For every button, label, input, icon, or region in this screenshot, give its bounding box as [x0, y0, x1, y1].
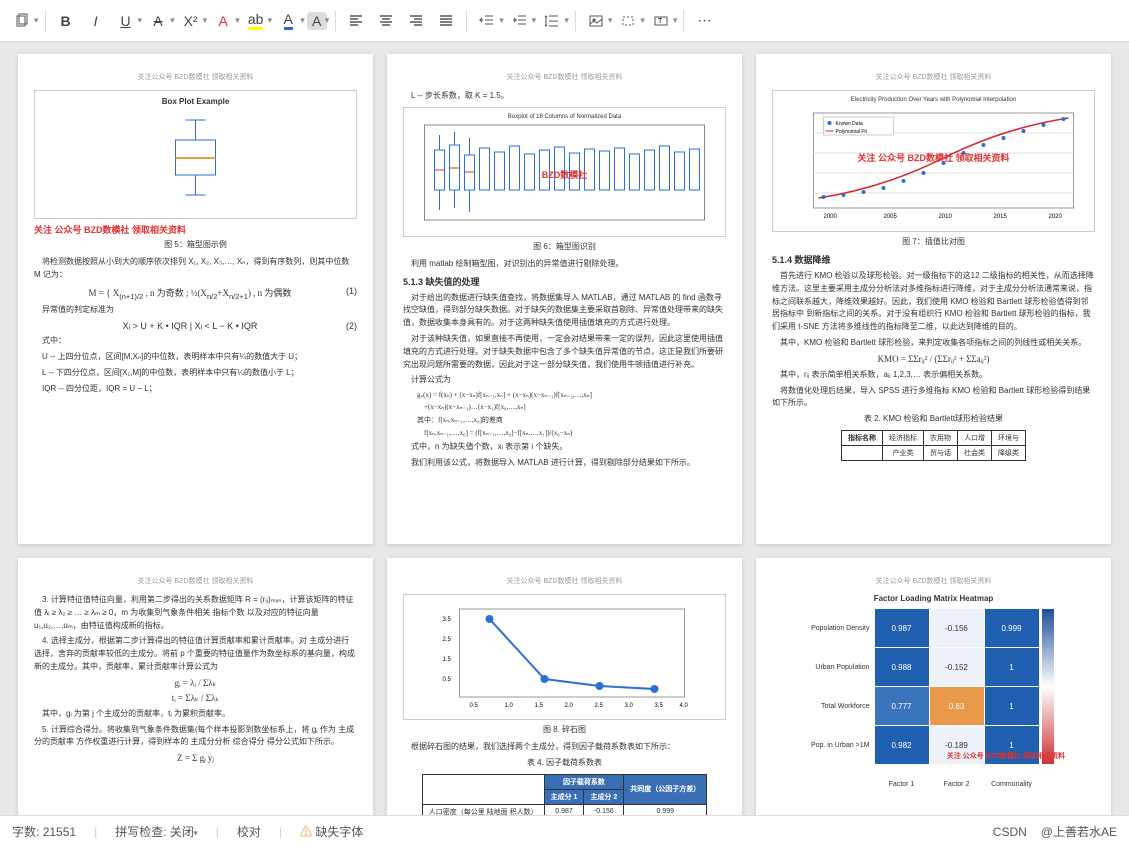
indent-dec-icon[interactable] — [473, 7, 501, 35]
page-6: 关注公众号 BZD数模社 领取相关资料 Factor Loading Matri… — [756, 558, 1111, 815]
scree-plot: 3.5 2.5 1.5 0.5 0.5 1.0 1.5 2.0 2.5 3.0 3.5 4.0 — [403, 594, 726, 720]
status-bar: 字数: 21551 | 拼写检查: 关闭 ▾ | 校对 | ⚠ 缺失字体 CSD… — [0, 815, 1129, 847]
svg-text:2.5: 2.5 — [595, 703, 604, 709]
loading-table: 因子载荷系数共同度（公因子方差） 主成分 1主成分 2 人口密度（每公里 陆地面… — [422, 774, 708, 815]
page-3: 关注公众号 BZD数模社 领取相关资料 Electricity Producti… — [756, 54, 1111, 544]
watermark: 关注 公众号 BZD数模社 领取相关资料 — [34, 223, 357, 236]
svg-text:1.5: 1.5 — [443, 657, 452, 663]
indent-inc-icon[interactable] — [506, 7, 534, 35]
boxplot-figure: Box Plot Example — [34, 90, 357, 219]
svg-text:2010: 2010 — [939, 214, 953, 220]
align-left-icon[interactable] — [342, 7, 370, 35]
more-icon[interactable]: ⋯ — [690, 7, 718, 35]
svg-text:T: T — [658, 18, 663, 25]
spellcheck-toggle[interactable]: 拼写检查: 关闭 ▾ — [115, 823, 198, 840]
bold-icon[interactable]: B — [52, 7, 80, 35]
svg-text:1.0: 1.0 — [505, 703, 514, 709]
svg-text:2005: 2005 — [884, 214, 898, 220]
line-space-icon[interactable] — [538, 7, 566, 35]
page-header: 关注公众号 BZD数模社 领取相关资料 — [34, 72, 357, 82]
svg-text:2000: 2000 — [824, 214, 838, 220]
proofread-button[interactable]: 校对 — [237, 823, 261, 840]
multi-boxplot: Boxplot of 18 Columns of Normalized Data — [403, 107, 726, 237]
heatmap: Population Density 0.987 -0.156 0.999 Ur… — [804, 609, 1064, 803]
font-color-icon[interactable]: A — [274, 7, 302, 35]
svg-text:Polynomial Fit: Polynomial Fit — [836, 129, 868, 135]
textbox-icon[interactable]: T — [647, 7, 675, 35]
svg-text:2020: 2020 — [1049, 214, 1063, 220]
svg-text:1.5: 1.5 — [535, 703, 544, 709]
align-just-icon[interactable] — [432, 7, 460, 35]
svg-text:2.5: 2.5 — [443, 637, 452, 643]
align-center-icon[interactable] — [372, 7, 400, 35]
shade-icon[interactable]: A — [307, 12, 327, 30]
svg-text:2015: 2015 — [994, 214, 1008, 220]
brand: CSDN — [993, 825, 1027, 839]
align-right-icon[interactable] — [402, 7, 430, 35]
svg-text:4.0: 4.0 — [680, 703, 689, 709]
author: @上善若水AE — [1041, 823, 1117, 840]
page-4: 关注公众号 BZD数模社 领取相关资料 3. 计算特征值特征向量，利用第二步得出… — [18, 558, 373, 815]
svg-text:Known Data: Known Data — [836, 121, 863, 127]
underline-icon[interactable]: U — [112, 7, 140, 35]
document-canvas[interactable]: 关注公众号 BZD数模社 领取相关资料 Box Plot Example 关注 … — [0, 42, 1129, 815]
missing-font-warning[interactable]: ⚠ 缺失字体 — [300, 823, 363, 840]
superscript-icon[interactable]: X² — [177, 7, 205, 35]
page-2: 关注公众号 BZD数模社 领取相关资料 L -- 步长系数，取 K = 1.5。… — [387, 54, 742, 544]
copy-icon[interactable] — [8, 7, 36, 35]
italic-icon[interactable]: I — [82, 7, 110, 35]
svg-text:3.5: 3.5 — [655, 703, 664, 709]
image-icon[interactable] — [582, 7, 610, 35]
page-5: 关注公众号 BZD数模社 领取相关资料 3.52.51.50.5 0.51.01… — [387, 558, 742, 815]
shape-icon[interactable] — [614, 7, 642, 35]
strike-icon[interactable]: A — [144, 7, 172, 35]
svg-text:3.0: 3.0 — [625, 703, 634, 709]
svg-text:3.5: 3.5 — [443, 617, 452, 623]
svg-text:2.0: 2.0 — [565, 703, 574, 709]
page-1: 关注公众号 BZD数模社 领取相关资料 Box Plot Example 关注 … — [18, 54, 373, 544]
highlight-icon[interactable]: ab — [242, 7, 270, 35]
svg-text:0.5: 0.5 — [470, 703, 479, 709]
svg-text:0.5: 0.5 — [443, 677, 452, 683]
font-effect-icon[interactable]: A — [209, 7, 237, 35]
word-count[interactable]: 字数: 21551 — [12, 823, 76, 840]
line-chart: Electricity Production Over Years with P… — [772, 90, 1095, 232]
ribbon-toolbar: ▾ B I U▾ A▾ X²▾ A▾ ab▾ A▾ A▾ ▾ ▾ ▾ ▾ ▾ T… — [0, 0, 1129, 42]
kmo-table: 指标名称经济指标农用物人口增环境与 产业类贸与话社会类降级类 — [841, 430, 1026, 461]
